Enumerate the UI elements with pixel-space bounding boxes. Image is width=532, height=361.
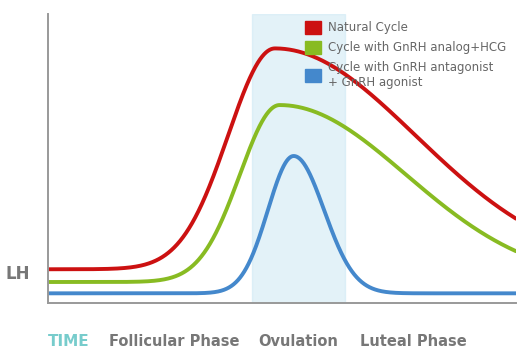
Text: TIME: TIME xyxy=(48,334,89,349)
Text: LH: LH xyxy=(5,265,30,283)
Bar xyxy=(252,14,345,303)
Text: Luteal Phase: Luteal Phase xyxy=(360,334,467,349)
Text: Ovulation: Ovulation xyxy=(259,334,338,349)
Legend: Natural Cycle, Cycle with GnRH analog+HCG, Cycle with GnRH antagonist
+ GnRH ago: Natural Cycle, Cycle with GnRH analog+HC… xyxy=(301,17,510,92)
Text: Follicular Phase: Follicular Phase xyxy=(109,334,239,349)
